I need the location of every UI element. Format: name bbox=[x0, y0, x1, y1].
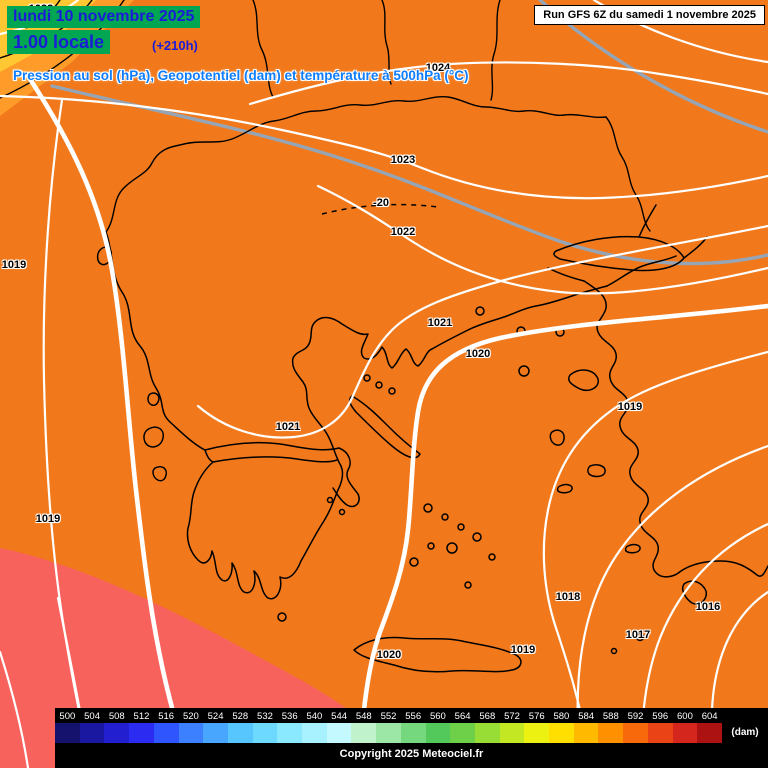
colorbar-tick: 532 bbox=[257, 711, 273, 722]
colorbar-tick: 508 bbox=[108, 711, 125, 722]
colorbar-tick: 520 bbox=[182, 711, 199, 722]
colorbar-cell bbox=[376, 723, 401, 743]
colorbar-row: (dam) bbox=[55, 723, 768, 743]
date-text: lundi 10 novembre 2025 bbox=[13, 8, 195, 25]
colorbar-cell bbox=[450, 723, 475, 743]
colorbar-tick: 544 bbox=[331, 711, 348, 722]
colorbar-tick: 564 bbox=[454, 711, 471, 722]
colorbar-tick: 604 bbox=[701, 711, 718, 722]
colorbar-tick: 572 bbox=[504, 711, 520, 722]
colorbar-cell bbox=[474, 723, 500, 743]
colorbar-tick: 592 bbox=[627, 711, 644, 722]
colorbar-cell bbox=[573, 723, 599, 743]
forecast-offset: (+210h) bbox=[152, 38, 198, 53]
isobar-label: 1019 bbox=[510, 644, 536, 656]
colorbar-cell bbox=[55, 723, 80, 743]
temperature-isotherm bbox=[321, 203, 439, 215]
colorbar-cell bbox=[623, 723, 648, 743]
colorbar-cell bbox=[499, 723, 525, 743]
colorbar-tick: 524 bbox=[207, 711, 224, 722]
map-subtitle: Pression au sol (hPa), Geopotentiel (dam… bbox=[13, 68, 469, 83]
copyright-text: Copyright 2025 Meteociel.fr bbox=[339, 748, 484, 760]
colorbar-cell bbox=[178, 723, 204, 743]
isobar-label: 1023 bbox=[390, 154, 416, 166]
colorbar-tick: 576 bbox=[528, 711, 545, 722]
colorbar-cell bbox=[400, 723, 426, 743]
colorbar-cell bbox=[697, 723, 722, 743]
colorbar-tick: 568 bbox=[479, 711, 496, 722]
colorbar-cell bbox=[549, 723, 574, 743]
colorbar-tick: 560 bbox=[429, 711, 446, 722]
isobar-label: 1020 bbox=[465, 348, 491, 360]
colorbar-cell bbox=[153, 723, 179, 743]
colorbar-cell bbox=[277, 723, 303, 743]
colorbar-cell bbox=[227, 723, 253, 743]
colorbar: 500 504 508 512 516 520 524 528 532 536 540 544 548 5… bbox=[55, 708, 768, 768]
colorbar-tick: 600 bbox=[677, 711, 693, 722]
colorbar-cell bbox=[598, 723, 624, 743]
isobar-label: 1019 bbox=[35, 513, 61, 525]
colorbar-cell bbox=[104, 723, 130, 743]
colorbar-cell bbox=[425, 723, 451, 743]
colorbar-cell bbox=[647, 723, 673, 743]
isobar-label: 1022 bbox=[390, 226, 416, 238]
colorbar-tick: 588 bbox=[602, 711, 619, 722]
isobar-lines-thick bbox=[25, 73, 768, 768]
colorbar-tick: 548 bbox=[355, 711, 372, 722]
colorbar-tick: 596 bbox=[652, 711, 669, 722]
isobar-label: 1020 bbox=[376, 649, 402, 661]
colorbar-cell bbox=[326, 723, 352, 743]
colorbar-cell bbox=[252, 723, 278, 743]
colorbar-tick: 504 bbox=[84, 711, 100, 722]
local-time-text: 1.00 locale bbox=[13, 32, 105, 52]
colorbar-cell bbox=[524, 723, 550, 743]
isobar-label: 1017 bbox=[625, 629, 651, 641]
isobar-label: 1021 bbox=[275, 421, 301, 433]
colorbar-cell bbox=[672, 723, 698, 743]
colorbar-tick: 580 bbox=[553, 711, 570, 722]
colorbar-cells bbox=[55, 723, 722, 743]
isobar-label: 1016 bbox=[695, 601, 721, 613]
isobar-label: 1019 bbox=[617, 401, 643, 413]
colorbar-tick: 512 bbox=[133, 711, 150, 722]
colorbar-cell bbox=[351, 723, 377, 743]
colorbar-tick: 584 bbox=[578, 711, 595, 722]
isobar-label: 1018 bbox=[555, 591, 581, 603]
coastlines bbox=[96, 204, 768, 673]
isobar-label: 1021 bbox=[427, 317, 453, 329]
colorbar-tick: 552 bbox=[380, 711, 397, 722]
colorbar-tick: 528 bbox=[232, 711, 249, 722]
time-banner: 1.00 locale bbox=[7, 30, 111, 54]
isobar-label: 1024 bbox=[425, 62, 451, 74]
colorbar-tick: 500 bbox=[59, 711, 76, 722]
colorbar-unit: (dam) bbox=[731, 727, 759, 738]
colorbar-cell bbox=[79, 723, 105, 743]
colorbar-tick: 536 bbox=[281, 711, 298, 722]
colorbar-cell bbox=[129, 723, 154, 743]
isotherm-label: -20 bbox=[373, 197, 389, 209]
colorbar-tick: 540 bbox=[306, 711, 323, 722]
colorbar-cell bbox=[203, 723, 228, 743]
colorbar-cell bbox=[302, 723, 327, 743]
colorbar-ticks: 500 504 508 512 516 520 524 528 532 536 540 544 548 5… bbox=[55, 708, 722, 723]
run-info-box: Run GFS 6Z du samedi 1 novembre 2025 bbox=[534, 5, 765, 25]
isobar-label: 1019 bbox=[1, 259, 27, 271]
date-banner: lundi 10 novembre 2025 bbox=[7, 6, 201, 28]
colorbar-tick: 556 bbox=[405, 711, 422, 722]
colorbar-tick: 516 bbox=[158, 711, 175, 722]
